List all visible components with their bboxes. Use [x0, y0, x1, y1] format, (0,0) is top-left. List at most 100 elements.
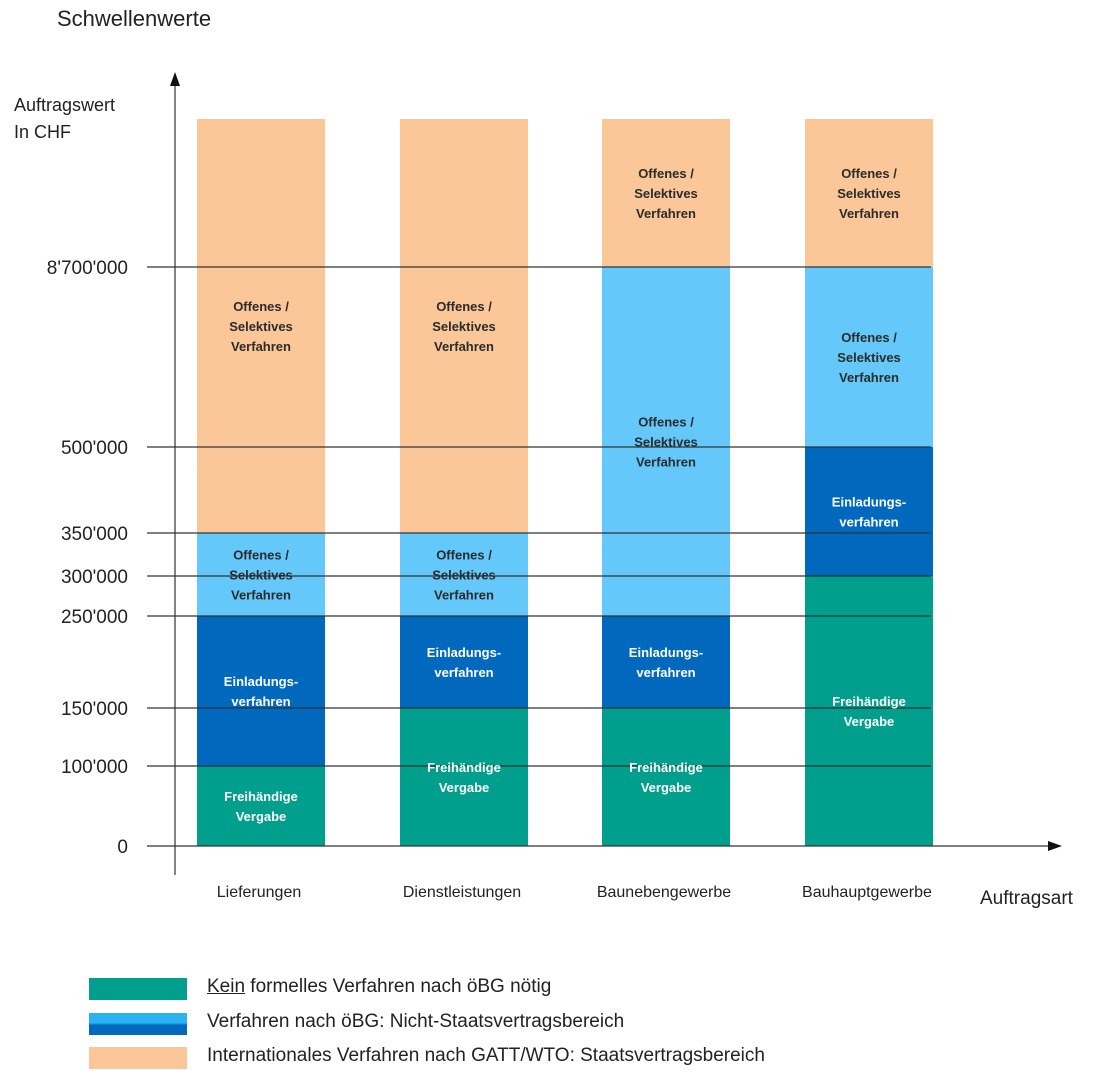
segment-label-line: Verfahren	[434, 588, 494, 603]
legend-swatch-blue-gradient	[89, 1013, 187, 1035]
bars	[197, 119, 933, 846]
segment-label-line: Verfahren	[636, 455, 696, 470]
legend-label-underlined: Kein	[207, 976, 246, 997]
bar-segment	[197, 616, 325, 766]
segment-label-line: Offenes /	[436, 548, 492, 563]
segment-label: Freihändige Vergabe	[427, 760, 501, 795]
segment-label-line: Einladungs-	[629, 645, 703, 660]
y-tick-label: 8'700'000	[47, 258, 128, 279]
y-tick-label: 150'000	[61, 699, 128, 720]
segment-label-line: Vergabe	[439, 780, 490, 795]
segment-label-line: Offenes /	[233, 548, 289, 563]
segment-labels: Freihändige Vergabe Einladungs-verfahren Of…	[224, 166, 906, 824]
bar-segment	[400, 616, 528, 708]
y-axis-label: Auftragswert In CHF	[14, 92, 115, 146]
x-axis-arrow	[1048, 841, 1062, 851]
segment-label-line: verfahren	[434, 665, 493, 680]
segment-label: Freihändige Vergabe	[224, 789, 298, 824]
segment-label: Offenes / Selektives Verfahren	[432, 299, 496, 354]
segment-label-line: Selektives	[229, 568, 293, 583]
segment-label-line: Verfahren	[434, 339, 494, 354]
x-tick-labels: Lieferungen Dienstleistungen Baunebengewer…	[217, 884, 932, 901]
segment-label-line: Offenes /	[841, 166, 897, 181]
legend-item-no-formal-procedure: Kein formelles Verfahren nach öBG nötig	[89, 976, 989, 1002]
segment-label-line: Vergabe	[236, 809, 287, 824]
y-tick-label: 500'000	[61, 438, 128, 459]
segment-label-line: Selektives	[432, 568, 496, 583]
y-axis-label-line-2: In CHF	[14, 122, 72, 142]
bar-segment	[400, 533, 528, 616]
segment-label: Freihändige Vergabe	[629, 760, 703, 795]
segment-label: Offenes / Selektives Verfahren	[229, 548, 293, 603]
segment-label-line: Offenes /	[841, 330, 897, 345]
y-tick-label: 350'000	[61, 524, 128, 545]
segment-label-line: Verfahren	[839, 370, 899, 385]
segment-label: Offenes / Selektives Verfahren	[837, 166, 901, 221]
y-tick-label: 100'000	[61, 757, 128, 778]
segment-label-line: Offenes /	[638, 166, 694, 181]
legend-label: Kein formelles Verfahren nach öBG nötig	[207, 976, 551, 998]
segment-label-line: Selektives	[634, 186, 698, 201]
legend-item-non-treaty-procedure: Verfahren nach öBG: Nicht-Staatsvertrags…	[89, 1011, 989, 1037]
segment-label-line: verfahren	[839, 515, 898, 530]
y-tick-label: 0	[117, 837, 128, 858]
segment-label-line: Einladungs-	[427, 645, 501, 660]
segment-label-line: Vergabe	[844, 714, 895, 729]
segment-label-line: Offenes /	[638, 415, 694, 430]
threshold-chart: Freihändige Vergabe Einladungs-verfahren Of…	[47, 72, 1062, 901]
segment-label: Freihändige Vergabe	[832, 694, 906, 729]
segment-label-line: Selektives	[634, 435, 698, 450]
segment-label-line: Offenes /	[233, 299, 289, 314]
y-tick-label: 300'000	[61, 567, 128, 588]
y-tick-label: 250'000	[61, 607, 128, 628]
segment-label-line: Selektives	[837, 186, 901, 201]
x-tick-label: Bauhauptgewerbe	[802, 884, 932, 901]
legend-item-international-procedure: Internationales Verfahren nach GATT/WTO:…	[89, 1045, 989, 1071]
bar-segment	[400, 119, 528, 533]
legend-label-rest: formelles Verfahren nach öBG nötig	[245, 976, 552, 997]
segment-label-line: Verfahren	[231, 339, 291, 354]
segment-label: Einladungs-verfahren	[832, 495, 906, 530]
legend-swatch-peach	[89, 1047, 187, 1069]
bar-segment	[805, 267, 933, 447]
segment-label-line: Selektives	[837, 350, 901, 365]
segment-label-line: verfahren	[231, 694, 290, 709]
x-tick-label: Dienstleistungen	[403, 884, 521, 901]
segment-label-line: verfahren	[636, 665, 695, 680]
segment-label: Einladungs-verfahren	[629, 645, 703, 680]
bar-segment	[602, 708, 730, 846]
segment-label: Offenes / Selektives Verfahren	[837, 330, 901, 385]
axes	[147, 72, 1062, 875]
segment-label-line: Offenes /	[436, 299, 492, 314]
bar-segment	[602, 119, 730, 267]
segment-label: Offenes / Selektives Verfahren	[634, 415, 698, 470]
segment-label: Offenes / Selektives Verfahren	[634, 166, 698, 221]
bar-segment	[602, 267, 730, 616]
segment-label-line: Einladungs-	[832, 495, 906, 510]
x-tick-label: Baunebengewerbe	[597, 884, 731, 901]
segment-label-line: Freihändige	[832, 694, 906, 709]
segment-label: Offenes / Selektives Verfahren	[229, 299, 293, 354]
y-axis-label-line-1: Auftragswert	[14, 95, 116, 115]
legend-label: Verfahren nach öBG: Nicht-Staatsvertrags…	[207, 1011, 625, 1032]
bar-segment	[602, 616, 730, 708]
bar-segment	[805, 576, 933, 846]
legend-swatch-green	[89, 978, 187, 1000]
segment-label-line: Verfahren	[231, 588, 291, 603]
segment-label: Einladungs-verfahren	[224, 674, 298, 709]
bar-segment	[197, 119, 325, 533]
segment-label-line: Verfahren	[636, 206, 696, 221]
y-axis-arrow	[170, 72, 180, 86]
segment-label: Offenes / Selektives Verfahren	[432, 548, 496, 603]
segment-label: Einladungs-verfahren	[427, 645, 501, 680]
segment-label-line: Verfahren	[839, 206, 899, 221]
bar-segment	[197, 766, 325, 846]
y-tick-labels: 0 100'000 150'000 250'000 300'000 350'000 500'…	[47, 258, 128, 858]
chart-title: Schwellenwerte	[57, 6, 212, 31]
gridlines	[147, 266, 931, 767]
segment-label-line: Freihändige	[224, 789, 298, 804]
x-axis-label: Auftragsart	[980, 888, 1073, 909]
legend-label: Internationales Verfahren nach GATT/WTO:…	[207, 1045, 765, 1066]
x-tick-label: Lieferungen	[217, 884, 302, 901]
bar-segment	[400, 708, 528, 846]
